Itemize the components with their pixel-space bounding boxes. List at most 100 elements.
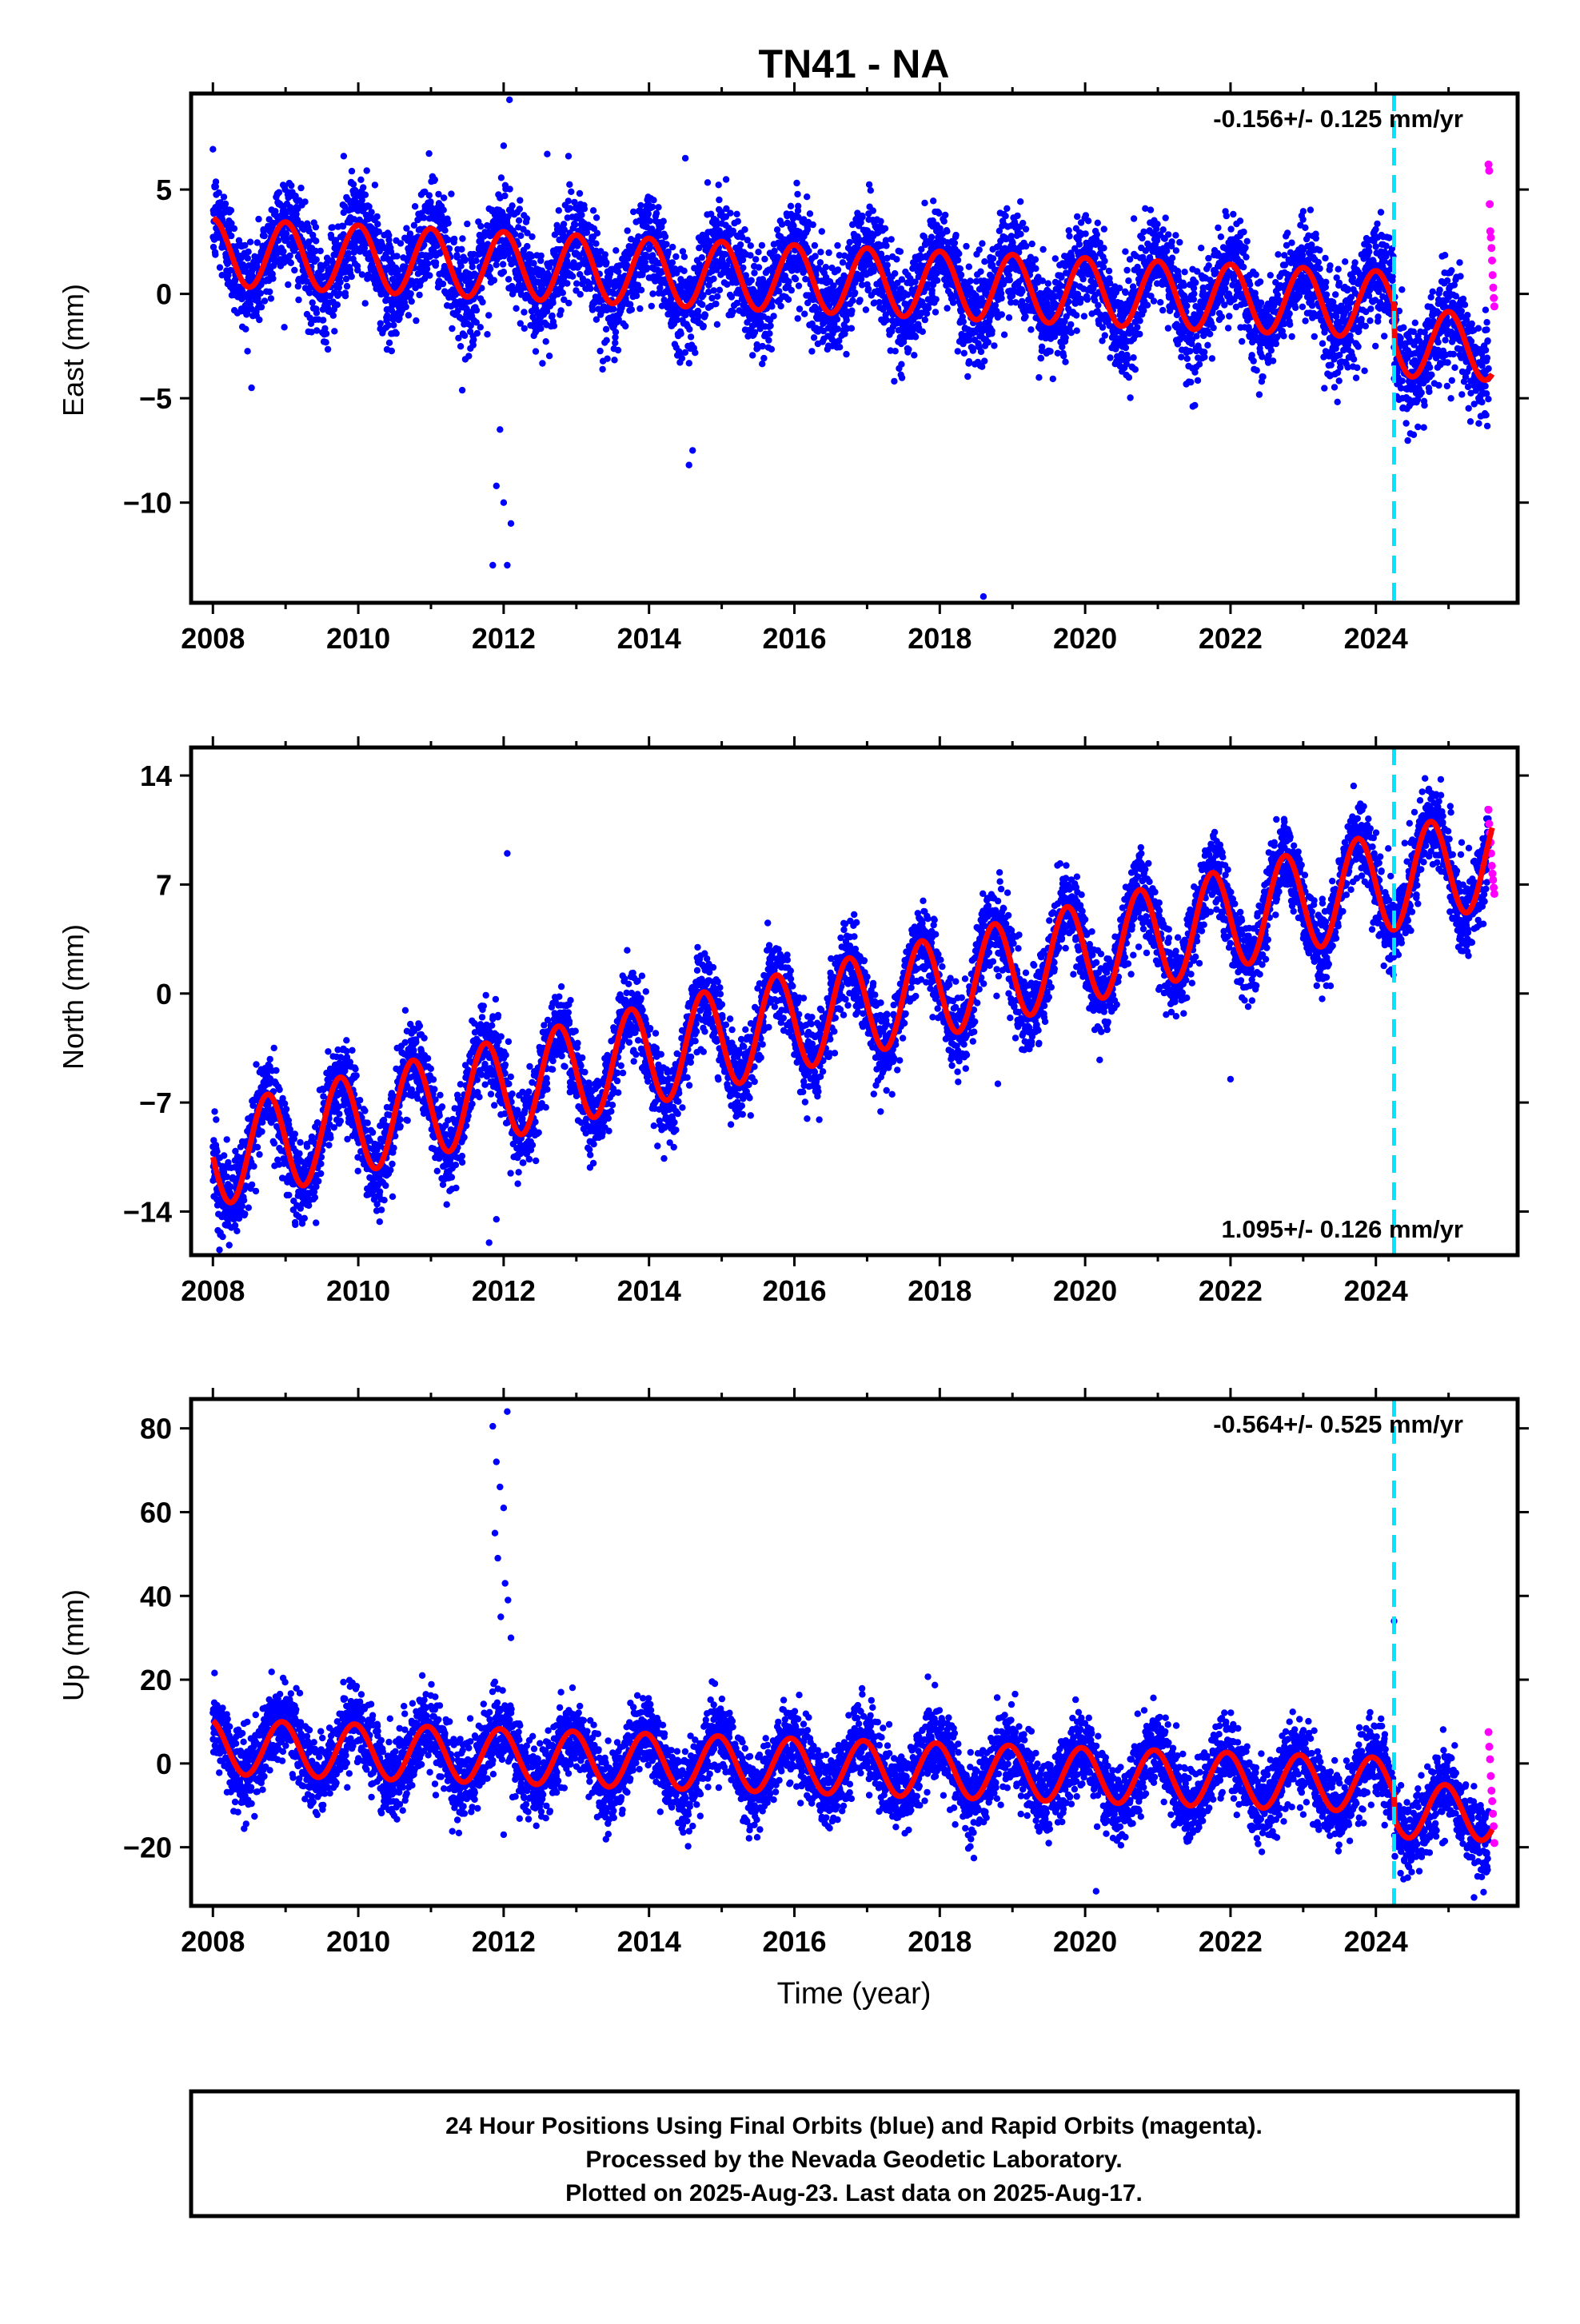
east-y-tick-label: −10 <box>123 487 172 520</box>
east-rapid-point <box>1486 200 1494 209</box>
up-y-tick-label: −20 <box>123 1832 172 1864</box>
north-y-tick-label: −14 <box>123 1196 172 1229</box>
up-axis-label: Up (mm) <box>57 1589 90 1701</box>
up-rapid-point <box>1485 1742 1494 1751</box>
up-rapid-point <box>1487 1786 1496 1795</box>
up-y-tick-label: 0 <box>156 1748 172 1780</box>
east-x-tick-label: 2012 <box>472 622 536 655</box>
up-x-tick-label: 2024 <box>1344 1925 1408 1958</box>
east-rate-annotation: -0.156+/- 0.125 mm/yr <box>1213 105 1463 133</box>
up-y-ticks: 80 60 40 20 0 −20 <box>123 1413 1529 1864</box>
east-x-ticks: 2008 2010 2012 2014 2016 2018 2020 2022 2024 <box>181 82 1450 655</box>
north-x-tick-label: 2014 <box>617 1274 681 1307</box>
up-rapid-point <box>1488 1797 1497 1805</box>
north-x-tick-label: 2018 <box>908 1274 972 1307</box>
east-x-tick-label: 2020 <box>1053 622 1117 655</box>
up-rapid-orbit-points <box>1484 1728 1498 1848</box>
up-model-curve <box>210 1718 1495 1844</box>
north-rapid-point <box>1490 883 1498 892</box>
up-x-tick-label: 2010 <box>326 1925 390 1958</box>
east-y-ticks: 5 0 −5 −10 <box>123 173 1529 520</box>
north-y-ticks: 14 7 0 −7 −14 <box>123 759 1529 1229</box>
up-y-tick-label: 80 <box>140 1413 172 1445</box>
x-axis-label: Time (year) <box>777 1977 932 2011</box>
footer-line-3: Plotted on 2025-Aug-23. Last data on 202… <box>565 2180 1143 2206</box>
north-rate-annotation: 1.095+/- 0.126 mm/yr <box>1222 1215 1463 1243</box>
east-x-tick-label: 2014 <box>617 622 681 655</box>
north-x-tick-label: 2016 <box>762 1274 826 1307</box>
east-x-tick-label: 2018 <box>908 622 972 655</box>
east-rapid-point <box>1488 271 1497 280</box>
east-rapid-point <box>1489 283 1498 292</box>
north-plot-frame <box>189 745 1520 1258</box>
footer-line-2: Processed by the Nevada Geodetic Laborat… <box>585 2147 1122 2173</box>
east-rapid-point <box>1490 302 1498 311</box>
north-panel: North (mm) 2008 2010 2012 2014 2016 2018 2020 2… <box>57 736 1529 1307</box>
east-model-curve <box>210 216 1495 383</box>
east-rapid-point <box>1486 227 1494 236</box>
east-rapid-point <box>1487 244 1496 253</box>
north-rapid-point <box>1489 875 1498 884</box>
up-x-tick-label: 2012 <box>472 1925 536 1958</box>
east-y-tick-label: 5 <box>156 173 172 206</box>
north-axis-label: North (mm) <box>57 924 90 1070</box>
north-rapid-point <box>1487 862 1496 870</box>
up-rate-annotation: -0.564+/- 0.525 mm/yr <box>1213 1410 1463 1438</box>
up-y-tick-label: 20 <box>140 1664 172 1696</box>
up-panel: Up (mm) 2008 2010 2012 2014 2016 2018 2020 2022… <box>57 1388 1529 1958</box>
north-x-tick-label: 2020 <box>1053 1274 1117 1307</box>
north-model-curve <box>209 819 1495 1206</box>
up-x-tick-label: 2016 <box>762 1925 826 1958</box>
east-x-tick-label: 2016 <box>762 622 826 655</box>
east-axis-label: East (mm) <box>57 284 90 417</box>
up-x-tick-label: 2020 <box>1053 1925 1117 1958</box>
up-rapid-point <box>1484 1728 1493 1736</box>
footer-box: 24 Hour Positions Using Final Orbits (bl… <box>189 2089 1520 2218</box>
east-rapid-point <box>1484 160 1493 169</box>
up-x-tick-label: 2018 <box>908 1925 972 1958</box>
up-x-ticks: 2008 2010 2012 2014 2016 2018 2020 2022 2024 <box>181 1388 1450 1958</box>
up-rapid-point <box>1489 1809 1498 1818</box>
east-plot-frame <box>189 91 1520 605</box>
north-x-tick-label: 2022 <box>1199 1274 1263 1307</box>
up-y-tick-label: 60 <box>140 1497 172 1529</box>
east-rapid-point <box>1486 233 1495 242</box>
north-x-tick-label: 2024 <box>1344 1274 1408 1307</box>
east-rapid-point <box>1488 256 1496 265</box>
north-x-tick-label: 2010 <box>326 1274 390 1307</box>
north-x-tick-label: 2008 <box>181 1274 245 1307</box>
up-y-tick-label: 40 <box>140 1580 172 1612</box>
east-rapid-point <box>1490 293 1498 302</box>
north-rapid-point <box>1488 869 1497 878</box>
north-y-tick-label: −7 <box>139 1086 172 1119</box>
east-x-tick-label: 2010 <box>326 622 390 655</box>
up-rapid-point <box>1490 1822 1498 1831</box>
footer-line-1: 24 Hour Positions Using Final Orbits (bl… <box>445 2113 1263 2139</box>
up-rapid-point <box>1486 1755 1494 1764</box>
north-y-tick-label: 7 <box>156 868 172 901</box>
up-plot-frame <box>189 1397 1520 1908</box>
east-x-tick-label: 2008 <box>181 622 245 655</box>
up-x-tick-label: 2022 <box>1199 1925 1263 1958</box>
east-y-tick-label: −5 <box>139 382 172 415</box>
north-final-points-path <box>209 775 1492 1254</box>
north-y-tick-label: 14 <box>140 759 172 792</box>
north-final-orbit-points <box>209 775 1492 1254</box>
north-rapid-point <box>1490 890 1498 899</box>
east-y-tick-label: 0 <box>156 278 172 311</box>
up-rapid-point <box>1486 1772 1495 1780</box>
north-y-tick-label: 0 <box>156 978 172 1011</box>
east-x-tick-label: 2022 <box>1199 622 1263 655</box>
north-x-tick-label: 2012 <box>472 1274 536 1307</box>
east-x-tick-label: 2024 <box>1344 622 1408 655</box>
east-panel: East (mm) 2008 2010 2012 2014 2016 2018 2020 20… <box>57 82 1529 655</box>
east-rapid-point <box>1485 166 1494 175</box>
east-rapid-orbit-points <box>1484 160 1498 311</box>
north-rapid-point <box>1484 805 1493 814</box>
north-rapid-point <box>1485 819 1494 828</box>
up-rapid-point <box>1490 1839 1498 1848</box>
chart-title: TN41 - NA <box>759 42 950 86</box>
north-x-ticks: 2008 2010 2012 2014 2016 2018 2020 2022 2024 <box>181 736 1450 1307</box>
